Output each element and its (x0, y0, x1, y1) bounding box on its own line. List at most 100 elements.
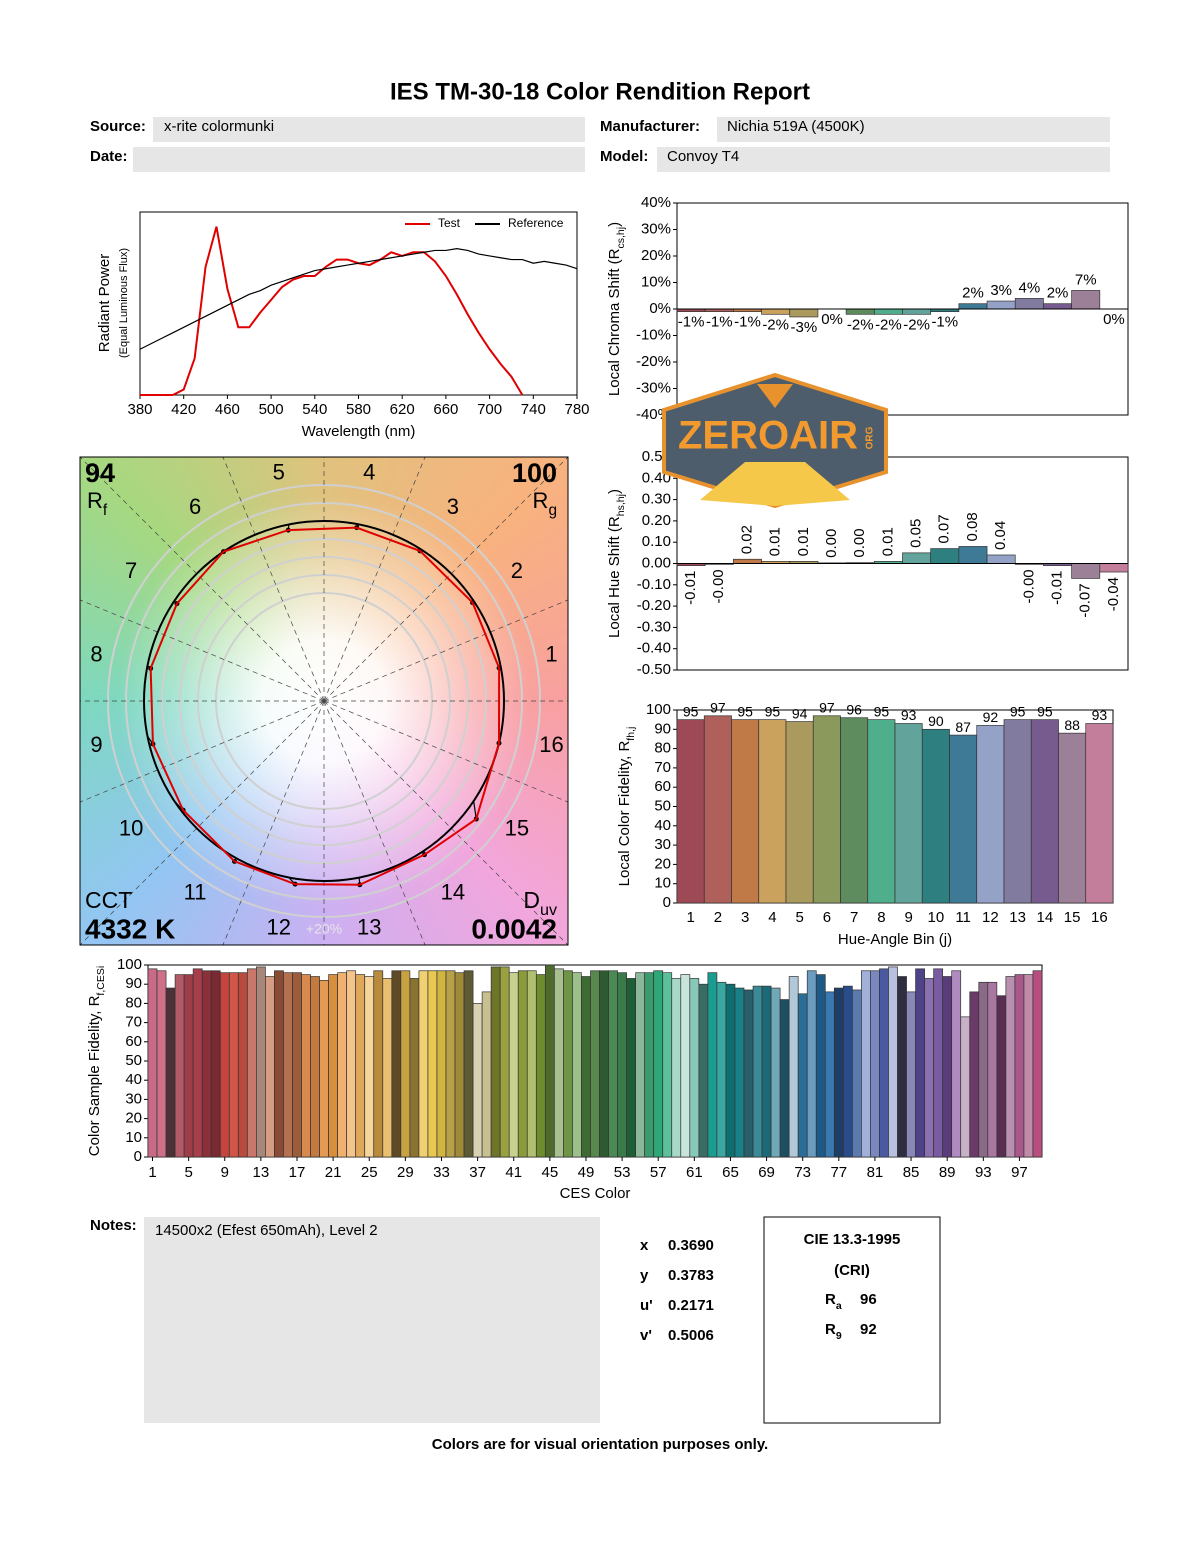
field-value: Nichia 519A (4500K) (727, 118, 865, 135)
bar (635, 972, 646, 1158)
plot-frame (139, 211, 578, 396)
bar (958, 303, 988, 310)
cri-symbol-subscript: a (836, 1300, 842, 1312)
cri-title: CIE 13.3-1995 (804, 1231, 901, 1248)
logo-text: ZEROAIR (678, 414, 858, 458)
footer-note: Colors are for visual orientation purpos… (432, 1436, 768, 1453)
x-tick-label: 21 (325, 1164, 342, 1181)
bar (902, 552, 932, 564)
x-tick-label: 13 (253, 1164, 270, 1181)
bar (758, 719, 787, 904)
bar (902, 308, 932, 315)
value-label: 2% (1047, 285, 1069, 302)
y-tick-label: 40% (641, 194, 671, 211)
value-label: -2% (762, 316, 789, 333)
bar (355, 974, 366, 1158)
cri-value: 92 (860, 1321, 877, 1338)
x-tick-label: 2 (714, 909, 722, 926)
x-tick-label: 380 (127, 401, 152, 418)
y-tick-label: -0.10 (637, 576, 671, 593)
y-axis-label-part: ) (606, 222, 623, 227)
bar (328, 974, 338, 1158)
value-label: 0.05 (908, 519, 925, 548)
bar (508, 972, 519, 1158)
bin-label: 10 (119, 816, 143, 841)
value-label: 95 (765, 703, 781, 719)
notes-box (144, 1217, 600, 1423)
x-tick-label: 1 (686, 909, 694, 926)
y-tick-label: 0% (649, 300, 671, 317)
bar (812, 715, 841, 904)
x-tick-label: 41 (505, 1164, 522, 1181)
notes-label: Notes: (90, 1217, 137, 1234)
bar (201, 970, 212, 1158)
bin-label: 2 (511, 558, 523, 583)
value-label: 3% (990, 282, 1012, 299)
bar (1014, 298, 1044, 310)
bar (265, 976, 275, 1158)
duv-symbol: Duv (523, 887, 557, 919)
bar (256, 966, 266, 1158)
x-tick-label: 61 (686, 1164, 703, 1181)
bar (572, 972, 582, 1158)
x-tick-label: 17 (289, 1164, 306, 1181)
rg-value: 100 (512, 458, 557, 488)
x-axis-label: Wavelength (nm) (302, 423, 416, 440)
bar (626, 978, 636, 1158)
bar (391, 970, 402, 1158)
y-tick-label: -0.30 (637, 618, 671, 635)
bar (951, 970, 962, 1158)
value-label: -0.01 (682, 571, 699, 605)
logo-icon (757, 384, 793, 408)
x-tick-label: 740 (521, 401, 546, 418)
bar (870, 970, 880, 1158)
bar (1099, 563, 1129, 573)
value-label: -0.00 (710, 569, 727, 603)
y-axis-label-subscript: cs,hj (615, 227, 627, 249)
bar (698, 983, 709, 1158)
report-title: IES TM-30-18 Color Rendition Report (390, 78, 810, 105)
y-tick-label: 0 (663, 894, 671, 911)
value-label: 95 (1010, 703, 1026, 719)
value-label: 97 (819, 699, 835, 715)
bar (210, 970, 221, 1158)
y-tick-label: 50 (125, 1052, 142, 1069)
bar (779, 999, 790, 1158)
value-label: 95 (874, 703, 890, 719)
test-polygon (149, 526, 501, 886)
y-tick-label: -30% (636, 379, 671, 396)
bar (644, 972, 655, 1158)
bin-label: 12 (266, 914, 290, 939)
value-label: 0.08 (964, 512, 981, 541)
x-tick-label: 780 (564, 401, 589, 418)
bar (1003, 719, 1032, 904)
bar (867, 719, 896, 904)
bar (662, 972, 673, 1158)
x-tick-label: 540 (302, 401, 327, 418)
vector-frame (79, 456, 569, 946)
bar (1030, 719, 1059, 904)
bar (861, 970, 871, 1158)
bar (960, 1016, 971, 1158)
bar (165, 987, 176, 1158)
x-tick-label: 8 (877, 909, 885, 926)
bar (599, 970, 609, 1158)
bar (563, 970, 573, 1158)
logo-road (700, 462, 850, 506)
bar (301, 974, 311, 1158)
y-tick-label: 100 (646, 701, 671, 718)
bar (734, 987, 745, 1158)
bar (797, 993, 808, 1158)
x-tick-label: 1 (148, 1164, 156, 1181)
field-box (717, 117, 1110, 142)
y-tick-label: 20 (654, 855, 671, 872)
bar (554, 968, 564, 1158)
bar (680, 974, 691, 1158)
y-tick-label: 100 (117, 956, 142, 973)
cri-symbol-part: R (825, 1291, 836, 1308)
rf-symbol-subscript: f (103, 502, 108, 519)
bar (852, 989, 862, 1158)
bar (824, 991, 835, 1158)
bar (653, 970, 664, 1158)
x-tick-label: 49 (578, 1164, 595, 1181)
